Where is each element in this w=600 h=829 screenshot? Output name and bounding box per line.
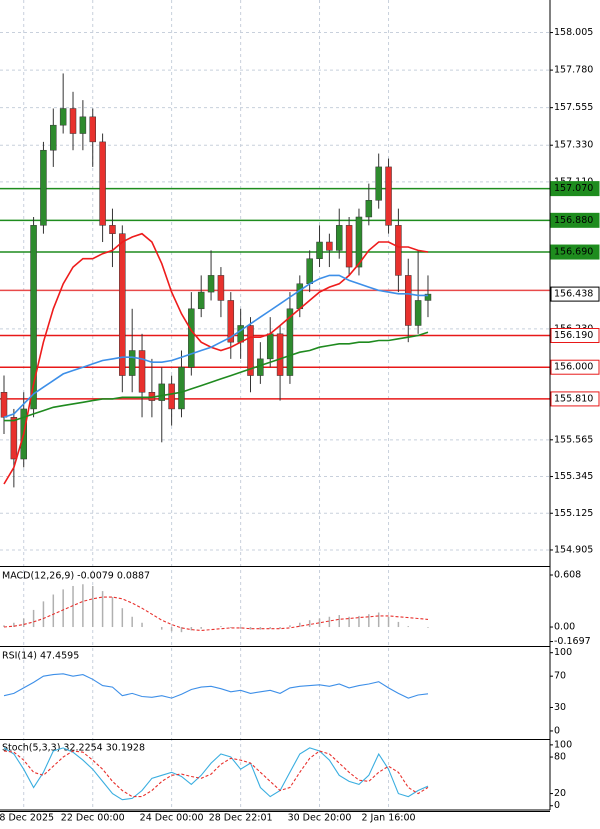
x-tick-label: 28 Dec 22:01 xyxy=(209,813,273,824)
candle-body xyxy=(385,166,392,226)
candle-body xyxy=(178,366,185,410)
candle-body xyxy=(237,325,244,343)
candle-body xyxy=(316,241,323,259)
panel-title: RSI(14) 47.4595 xyxy=(2,651,79,662)
panel-title: MACD(12,26,9) -0.0079 0.0887 xyxy=(2,571,150,582)
level-label: 156.690 xyxy=(554,247,593,258)
indicator-line xyxy=(3,274,428,419)
candle-body xyxy=(266,333,274,360)
indicator-line xyxy=(3,596,429,632)
candle-body xyxy=(326,241,333,251)
x-tick-label: 18 Dec 2025 xyxy=(0,813,54,824)
candle-body xyxy=(128,350,136,376)
candle-body xyxy=(89,116,96,143)
candle-body xyxy=(197,291,205,310)
candle-body xyxy=(247,325,254,376)
level-label-box xyxy=(550,244,600,260)
y-tick-label: -0.1697 xyxy=(554,636,591,647)
y-tick-label: 157.555 xyxy=(554,102,593,113)
panel-title: Stoch(5,3,3) 32.2254 30.1928 xyxy=(2,743,145,754)
y-tick-label: 0 xyxy=(554,725,560,736)
candle-body xyxy=(395,225,402,276)
level-label-box xyxy=(550,181,600,197)
candle-body xyxy=(227,300,235,343)
x-tick-label: 24 Dec 00:00 xyxy=(140,813,204,824)
x-tick-label: 30 Dec 20:00 xyxy=(288,813,352,824)
candle-body xyxy=(207,275,215,293)
candle-body xyxy=(424,293,432,301)
level-label-box xyxy=(550,391,600,407)
y-tick-label: 158.005 xyxy=(554,27,593,38)
indicator-line xyxy=(3,750,429,798)
x-tick-label: 22 Dec 00:00 xyxy=(61,813,125,824)
candle-body xyxy=(158,383,166,401)
candle-body xyxy=(10,417,18,460)
candle-body xyxy=(345,225,353,268)
candle-body xyxy=(217,275,225,301)
indicator-line xyxy=(3,673,429,699)
y-tick-label: 30 xyxy=(554,702,566,713)
indicator-line xyxy=(4,331,429,422)
candle-body xyxy=(365,200,373,218)
candle-body xyxy=(355,216,363,268)
candle-body xyxy=(276,333,284,376)
candle-body xyxy=(168,383,175,410)
candle-body xyxy=(40,149,47,226)
level-label-box xyxy=(550,359,600,375)
candle-body xyxy=(79,116,87,134)
y-tick-label: 100 xyxy=(554,647,572,658)
y-tick-label: 80 xyxy=(554,752,566,763)
candle-body xyxy=(375,166,382,201)
indicator-line xyxy=(3,747,429,801)
candle-body xyxy=(30,225,37,410)
candle-body xyxy=(119,233,126,376)
candle-body xyxy=(99,141,106,226)
level-label-box xyxy=(550,212,600,228)
y-tick-label: 155.565 xyxy=(554,434,593,445)
candle-body xyxy=(50,124,57,151)
candle-body xyxy=(414,300,422,326)
level-label: 156.000 xyxy=(554,362,593,373)
x-tick-label: 2 Jan 16:00 xyxy=(361,813,415,824)
last-price-label: 156.438 xyxy=(554,289,593,300)
y-tick-label: 70 xyxy=(554,671,566,682)
candle-body xyxy=(257,358,264,376)
candle-body xyxy=(138,350,146,393)
candle-body xyxy=(286,308,294,376)
level-label: 155.810 xyxy=(554,393,593,404)
y-tick-label: 154.905 xyxy=(554,544,593,555)
candle-body xyxy=(109,225,116,234)
level-label-box xyxy=(550,327,600,343)
y-tick-label: 0.00 xyxy=(554,622,575,633)
candle-body xyxy=(296,283,304,310)
level-label: 156.880 xyxy=(554,215,593,226)
y-tick-label: 155.125 xyxy=(554,508,593,519)
y-tick-label: 157.780 xyxy=(554,65,593,76)
candle-body xyxy=(188,308,195,368)
indicator-line xyxy=(3,232,429,485)
candle-body xyxy=(306,258,313,285)
candle-body xyxy=(335,225,343,251)
y-tick-label: 155.345 xyxy=(554,471,593,482)
last-price-box xyxy=(550,286,600,302)
level-label: 156.190 xyxy=(554,330,593,341)
candle-body xyxy=(59,108,67,126)
candle-body xyxy=(0,391,8,418)
y-tick-label: 0 xyxy=(554,800,560,811)
y-tick-label: 157.330 xyxy=(554,140,593,151)
candle-body xyxy=(405,275,412,326)
y-tick-label: 20 xyxy=(554,788,566,799)
y-tick-label: 0.608 xyxy=(554,570,581,581)
level-label: 157.070 xyxy=(554,183,593,194)
y-tick-label: 100 xyxy=(554,739,572,750)
candle-body xyxy=(69,108,77,134)
